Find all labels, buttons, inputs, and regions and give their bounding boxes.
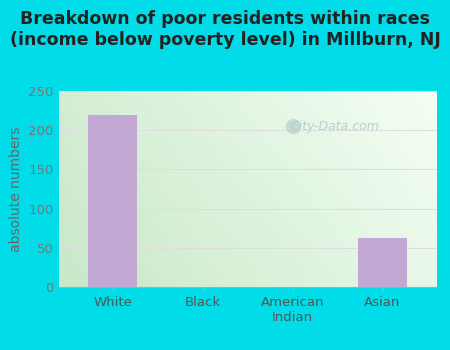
Text: Breakdown of poor residents within races
(income below poverty level) in Millbur: Breakdown of poor residents within races… [9,10,441,49]
Y-axis label: absolute numbers: absolute numbers [9,126,22,252]
Bar [358,238,407,287]
Text: City-Data.com: City-Data.com [290,120,379,133]
Bar [88,115,137,287]
